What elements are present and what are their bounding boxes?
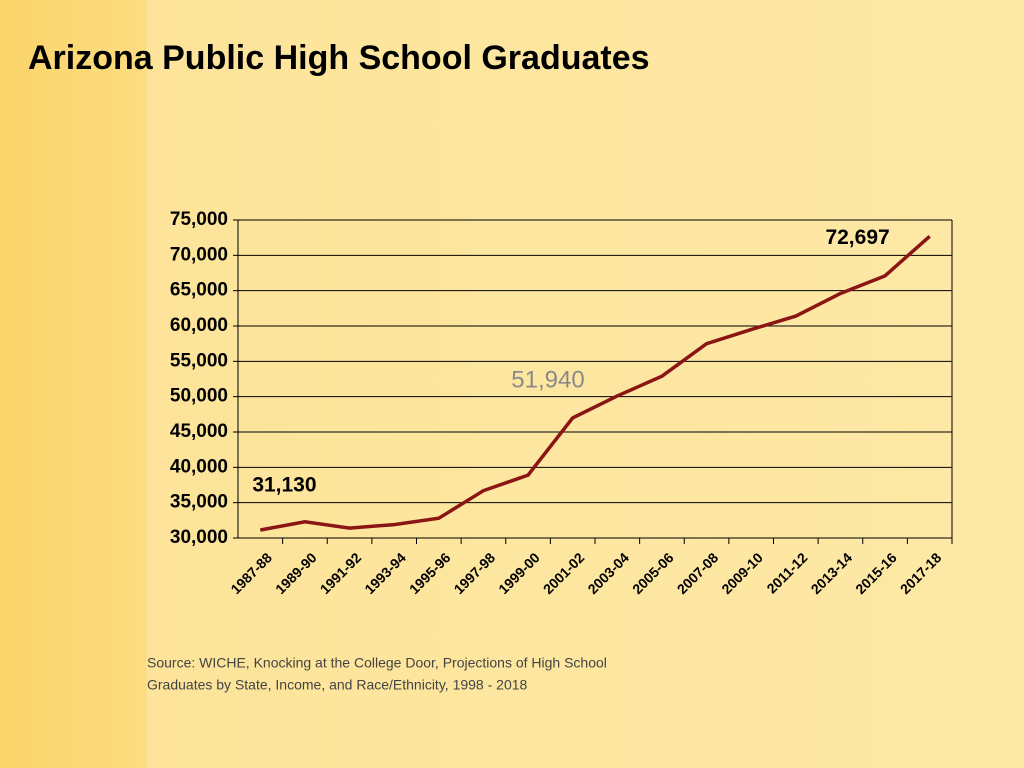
x-tick-label: 2017-18 xyxy=(897,549,945,597)
line xyxy=(259,234,931,532)
y-tick-label: 70,000 xyxy=(170,244,228,265)
x-tick-label: 1997-98 xyxy=(451,549,499,597)
x-tick-label: 2015-16 xyxy=(852,549,900,597)
y-tick-label: 65,000 xyxy=(170,280,228,301)
data-label: 72,697 xyxy=(825,226,889,249)
y-tick-label: 50,000 xyxy=(170,386,228,407)
x-tick-label: 1995-96 xyxy=(406,549,454,597)
x-tick-label: 1991-92 xyxy=(317,549,365,597)
x-tick-label: 2001-02 xyxy=(540,549,588,597)
y-tick-label: 35,000 xyxy=(170,492,228,513)
x-tick-label: 2011-12 xyxy=(763,549,810,596)
y-tick-label: 60,000 xyxy=(170,315,228,336)
source: Source: WICHE, Knocking at the College D… xyxy=(147,655,607,671)
data-label: 31,130 xyxy=(252,474,316,497)
annotation: 51,940 xyxy=(511,366,584,393)
y-tick-label: 45,000 xyxy=(170,421,228,442)
chart-title: Arizona Public High School Graduates xyxy=(28,39,650,77)
x-tick-label: 1993-94 xyxy=(361,549,409,597)
y-tick-label: 30,000 xyxy=(170,527,228,548)
x-tick-label: 1989-90 xyxy=(272,549,320,597)
y-tick-label: 40,000 xyxy=(170,456,228,477)
x-tick-label: 1999-00 xyxy=(495,549,543,597)
x-tick-label: 2005-06 xyxy=(629,549,677,597)
source: Graduates by State, Income, and Race/Eth… xyxy=(147,677,528,693)
x-tick-label: 2009-10 xyxy=(718,549,766,597)
x-tick-label: 2003-04 xyxy=(584,549,632,597)
x-tick-label: 2007-08 xyxy=(674,549,722,597)
x-tick-label: 2013-14 xyxy=(808,549,856,597)
x-tick-label: 1987-88 xyxy=(227,549,275,597)
y-tick-label: 55,000 xyxy=(170,350,228,371)
y-tick-label: 75,000 xyxy=(170,209,228,230)
